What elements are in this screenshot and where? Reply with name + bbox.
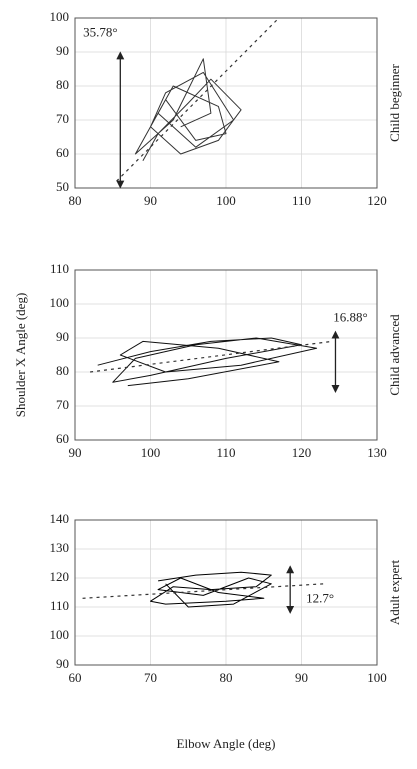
- fit-line: [116, 17, 280, 182]
- x-tick-label: 60: [69, 670, 82, 685]
- y-tick-label: 50: [56, 179, 69, 194]
- fit-line: [90, 340, 332, 373]
- x-tick-label: 90: [69, 445, 82, 460]
- x-tick-label: 80: [220, 670, 233, 685]
- x-tick-label: 70: [144, 670, 157, 685]
- y-tick-label: 80: [56, 363, 69, 378]
- y-tick-label: 140: [50, 511, 70, 526]
- annotation-label: 16.88°: [333, 310, 367, 325]
- fit-line: [82, 583, 325, 599]
- panel-title: Child beginner: [387, 64, 402, 142]
- y-tick-label: 60: [56, 145, 69, 160]
- y-tick-label: 100: [50, 295, 70, 310]
- y-tick-label: 130: [50, 540, 70, 555]
- x-axis-label: Elbow Angle (deg): [177, 736, 276, 751]
- y-tick-label: 70: [56, 397, 69, 412]
- x-tick-label: 110: [292, 193, 311, 208]
- x-tick-label: 80: [69, 193, 82, 208]
- y-tick-label: 90: [56, 329, 69, 344]
- y-tick-label: 120: [50, 569, 70, 584]
- y-tick-label: 60: [56, 431, 69, 446]
- plot-frame: [74, 519, 378, 666]
- x-tick-label: 90: [144, 193, 157, 208]
- panel-title: Adult expert: [387, 559, 402, 625]
- x-tick-label: 100: [141, 445, 161, 460]
- x-tick-label: 100: [367, 670, 387, 685]
- y-axis-label: Shoulder X Angle (deg): [13, 293, 28, 418]
- x-tick-label: 130: [367, 445, 387, 460]
- trajectory: [150, 571, 272, 608]
- y-tick-label: 110: [50, 261, 69, 276]
- y-tick-label: 100: [50, 9, 70, 24]
- x-tick-label: 110: [216, 445, 235, 460]
- x-tick-label: 120: [292, 445, 312, 460]
- x-tick-label: 100: [216, 193, 236, 208]
- y-tick-label: 110: [50, 598, 69, 613]
- panel-title: Child advanced: [387, 314, 402, 396]
- y-tick-label: 90: [56, 43, 69, 58]
- y-tick-label: 90: [56, 656, 69, 671]
- annotation-label: 35.78°: [83, 24, 117, 39]
- plot-frame: [74, 17, 378, 189]
- y-tick-label: 80: [56, 77, 69, 92]
- annotation-label: 12.7°: [306, 591, 334, 606]
- plot-frame: [74, 269, 378, 441]
- x-tick-label: 120: [367, 193, 387, 208]
- trajectory: [134, 58, 242, 162]
- x-tick-label: 90: [295, 670, 308, 685]
- y-tick-label: 70: [56, 111, 69, 126]
- trajectory: [97, 337, 318, 387]
- y-tick-label: 100: [50, 627, 70, 642]
